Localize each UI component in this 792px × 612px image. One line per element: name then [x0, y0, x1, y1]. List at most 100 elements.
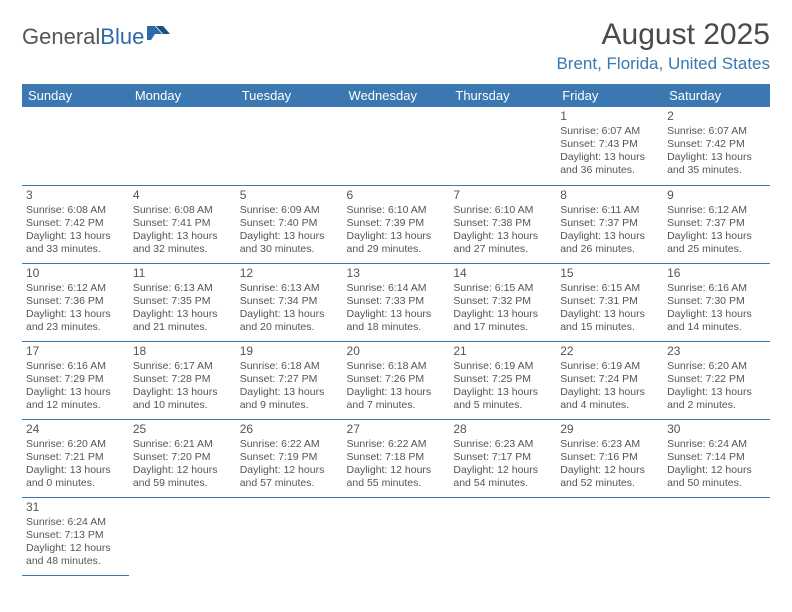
header: GeneralBlue August 2025 Brent, Florida, …	[22, 18, 770, 74]
location: Brent, Florida, United States	[556, 54, 770, 74]
day-number: 14	[453, 266, 552, 281]
calendar-cell: 21Sunrise: 6:19 AMSunset: 7:25 PMDayligh…	[449, 341, 556, 419]
day-number: 9	[667, 188, 766, 203]
calendar-cell: 16Sunrise: 6:16 AMSunset: 7:30 PMDayligh…	[663, 263, 770, 341]
sunrise-line: Sunrise: 6:16 AM	[26, 360, 125, 373]
daylight-line: Daylight: 12 hours and 48 minutes.	[26, 542, 125, 568]
daylight-line: Daylight: 13 hours and 29 minutes.	[347, 230, 446, 256]
day-number: 7	[453, 188, 552, 203]
daylight-line: Daylight: 13 hours and 18 minutes.	[347, 308, 446, 334]
day-number: 3	[26, 188, 125, 203]
calendar-row: 1Sunrise: 6:07 AMSunset: 7:43 PMDaylight…	[22, 107, 770, 185]
calendar-cell: 7Sunrise: 6:10 AMSunset: 7:38 PMDaylight…	[449, 185, 556, 263]
sunset-line: Sunset: 7:18 PM	[347, 451, 446, 464]
daylight-line: Daylight: 12 hours and 55 minutes.	[347, 464, 446, 490]
calendar-cell: 27Sunrise: 6:22 AMSunset: 7:18 PMDayligh…	[343, 419, 450, 497]
weekday-row: SundayMondayTuesdayWednesdayThursdayFrid…	[22, 84, 770, 107]
sunset-line: Sunset: 7:39 PM	[347, 217, 446, 230]
day-number: 17	[26, 344, 125, 359]
calendar-cell: 1Sunrise: 6:07 AMSunset: 7:43 PMDaylight…	[556, 107, 663, 185]
sunrise-line: Sunrise: 6:09 AM	[240, 204, 339, 217]
sunrise-line: Sunrise: 6:14 AM	[347, 282, 446, 295]
calendar-cell: 15Sunrise: 6:15 AMSunset: 7:31 PMDayligh…	[556, 263, 663, 341]
sunrise-line: Sunrise: 6:12 AM	[667, 204, 766, 217]
logo-text-a: General	[22, 24, 100, 50]
calendar-row: 31Sunrise: 6:24 AMSunset: 7:13 PMDayligh…	[22, 497, 770, 575]
calendar-cell: 31Sunrise: 6:24 AMSunset: 7:13 PMDayligh…	[22, 497, 129, 575]
calendar-body: 1Sunrise: 6:07 AMSunset: 7:43 PMDaylight…	[22, 107, 770, 575]
sunrise-line: Sunrise: 6:20 AM	[667, 360, 766, 373]
day-number: 24	[26, 422, 125, 437]
daylight-line: Daylight: 13 hours and 2 minutes.	[667, 386, 766, 412]
daylight-line: Daylight: 13 hours and 0 minutes.	[26, 464, 125, 490]
sunrise-line: Sunrise: 6:13 AM	[240, 282, 339, 295]
sunrise-line: Sunrise: 6:23 AM	[560, 438, 659, 451]
day-number: 27	[347, 422, 446, 437]
calendar-cell	[556, 497, 663, 575]
daylight-line: Daylight: 13 hours and 5 minutes.	[453, 386, 552, 412]
sunset-line: Sunset: 7:35 PM	[133, 295, 232, 308]
sunset-line: Sunset: 7:37 PM	[560, 217, 659, 230]
sunset-line: Sunset: 7:33 PM	[347, 295, 446, 308]
daylight-line: Daylight: 13 hours and 25 minutes.	[667, 230, 766, 256]
sunrise-line: Sunrise: 6:08 AM	[26, 204, 125, 217]
daylight-line: Daylight: 13 hours and 36 minutes.	[560, 151, 659, 177]
calendar-row: 17Sunrise: 6:16 AMSunset: 7:29 PMDayligh…	[22, 341, 770, 419]
calendar-cell: 14Sunrise: 6:15 AMSunset: 7:32 PMDayligh…	[449, 263, 556, 341]
daylight-line: Daylight: 13 hours and 9 minutes.	[240, 386, 339, 412]
calendar-cell: 9Sunrise: 6:12 AMSunset: 7:37 PMDaylight…	[663, 185, 770, 263]
calendar-cell: 25Sunrise: 6:21 AMSunset: 7:20 PMDayligh…	[129, 419, 236, 497]
sunset-line: Sunset: 7:24 PM	[560, 373, 659, 386]
calendar-cell: 10Sunrise: 6:12 AMSunset: 7:36 PMDayligh…	[22, 263, 129, 341]
daylight-line: Daylight: 13 hours and 23 minutes.	[26, 308, 125, 334]
day-number: 22	[560, 344, 659, 359]
logo: GeneralBlue	[22, 24, 175, 50]
sunset-line: Sunset: 7:21 PM	[26, 451, 125, 464]
day-number: 26	[240, 422, 339, 437]
daylight-line: Daylight: 13 hours and 7 minutes.	[347, 386, 446, 412]
day-number: 6	[347, 188, 446, 203]
sunset-line: Sunset: 7:42 PM	[667, 138, 766, 151]
sunrise-line: Sunrise: 6:15 AM	[560, 282, 659, 295]
day-number: 31	[26, 500, 125, 515]
calendar-row: 24Sunrise: 6:20 AMSunset: 7:21 PMDayligh…	[22, 419, 770, 497]
calendar-cell: 12Sunrise: 6:13 AMSunset: 7:34 PMDayligh…	[236, 263, 343, 341]
daylight-line: Daylight: 13 hours and 33 minutes.	[26, 230, 125, 256]
calendar-cell	[343, 107, 450, 185]
sunrise-line: Sunrise: 6:11 AM	[560, 204, 659, 217]
month-title: August 2025	[556, 18, 770, 52]
calendar-head: SundayMondayTuesdayWednesdayThursdayFrid…	[22, 84, 770, 107]
calendar-cell: 30Sunrise: 6:24 AMSunset: 7:14 PMDayligh…	[663, 419, 770, 497]
day-number: 11	[133, 266, 232, 281]
calendar-cell: 11Sunrise: 6:13 AMSunset: 7:35 PMDayligh…	[129, 263, 236, 341]
sunrise-line: Sunrise: 6:23 AM	[453, 438, 552, 451]
calendar-cell: 23Sunrise: 6:20 AMSunset: 7:22 PMDayligh…	[663, 341, 770, 419]
weekday-header: Tuesday	[236, 84, 343, 107]
sunrise-line: Sunrise: 6:18 AM	[240, 360, 339, 373]
daylight-line: Daylight: 13 hours and 21 minutes.	[133, 308, 232, 334]
sunrise-line: Sunrise: 6:24 AM	[26, 516, 125, 529]
sunrise-line: Sunrise: 6:24 AM	[667, 438, 766, 451]
sunset-line: Sunset: 7:20 PM	[133, 451, 232, 464]
calendar-cell: 28Sunrise: 6:23 AMSunset: 7:17 PMDayligh…	[449, 419, 556, 497]
sunrise-line: Sunrise: 6:12 AM	[26, 282, 125, 295]
sunrise-line: Sunrise: 6:16 AM	[667, 282, 766, 295]
sunset-line: Sunset: 7:27 PM	[240, 373, 339, 386]
calendar-cell	[449, 497, 556, 575]
calendar-cell: 2Sunrise: 6:07 AMSunset: 7:42 PMDaylight…	[663, 107, 770, 185]
sunset-line: Sunset: 7:40 PM	[240, 217, 339, 230]
day-number: 4	[133, 188, 232, 203]
sunset-line: Sunset: 7:25 PM	[453, 373, 552, 386]
day-number: 23	[667, 344, 766, 359]
logo-text-b: Blue	[100, 24, 144, 50]
calendar-cell	[129, 497, 236, 575]
sunrise-line: Sunrise: 6:22 AM	[347, 438, 446, 451]
daylight-line: Daylight: 12 hours and 57 minutes.	[240, 464, 339, 490]
sunrise-line: Sunrise: 6:07 AM	[667, 125, 766, 138]
sunset-line: Sunset: 7:32 PM	[453, 295, 552, 308]
sunset-line: Sunset: 7:13 PM	[26, 529, 125, 542]
daylight-line: Daylight: 13 hours and 12 minutes.	[26, 386, 125, 412]
day-number: 29	[560, 422, 659, 437]
daylight-line: Daylight: 13 hours and 4 minutes.	[560, 386, 659, 412]
sunset-line: Sunset: 7:38 PM	[453, 217, 552, 230]
